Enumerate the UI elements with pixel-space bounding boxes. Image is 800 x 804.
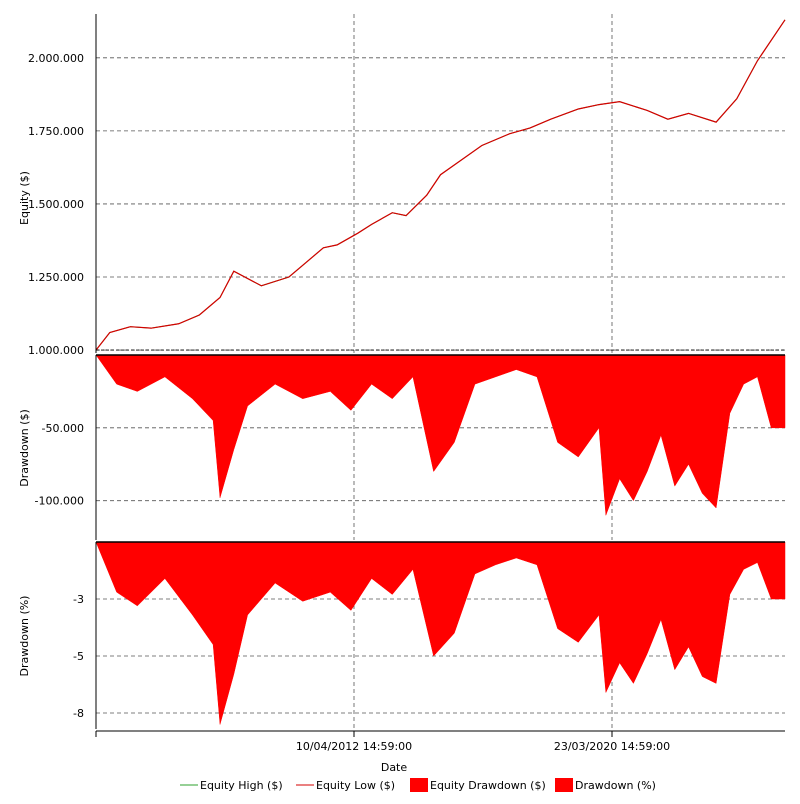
legend-item-equity-drawdown[interactable]: Equity Drawdown ($) bbox=[410, 778, 546, 792]
y-tick-label: -5 bbox=[73, 650, 84, 663]
equity-ylabel: Equity ($) bbox=[18, 171, 31, 225]
y-tick-label: 1.000.000 bbox=[28, 344, 84, 357]
legend-label: Drawdown (%) bbox=[575, 779, 656, 792]
y-tick-label: -8 bbox=[73, 707, 84, 720]
series-equity-low bbox=[95, 19, 786, 351]
y-tick-label: -50.000 bbox=[42, 422, 84, 435]
y-tick-label: -100.000 bbox=[35, 495, 84, 508]
drawdown-usd-ylabel: Drawdown ($) bbox=[18, 409, 31, 487]
y-tick-label: 1.750.000 bbox=[28, 125, 84, 138]
drawdown-pct-ylabel: Drawdown (%) bbox=[18, 596, 31, 677]
x-tick-label: 23/03/2020 14:59:00 bbox=[554, 740, 670, 753]
legend: Equity High ($) Equity Low ($) Equity Dr… bbox=[180, 778, 656, 792]
y-tick-label: -3 bbox=[73, 593, 84, 606]
legend-label: Equity High ($) bbox=[200, 779, 283, 792]
series-equity-drawdown bbox=[95, 354, 786, 516]
legend-item-drawdown-pct[interactable]: Drawdown (%) bbox=[555, 778, 656, 792]
legend-label: Equity Low ($) bbox=[316, 779, 395, 792]
x-axis-title: Date bbox=[381, 761, 408, 774]
legend-item-equity-low[interactable]: Equity Low ($) bbox=[296, 779, 395, 792]
y-tick-label: 1.250.000 bbox=[28, 271, 84, 284]
series-drawdown-pct bbox=[95, 541, 786, 725]
y-tick-label: 2.000.000 bbox=[28, 52, 84, 65]
legend-item-equity-high[interactable]: Equity High ($) bbox=[180, 779, 283, 792]
y-tick-label: 1.500.000 bbox=[28, 198, 84, 211]
x-tick-label: 10/04/2012 14:59:00 bbox=[296, 740, 412, 753]
legend-swatch bbox=[555, 778, 573, 792]
legend-swatch bbox=[410, 778, 428, 792]
legend-label: Equity Drawdown ($) bbox=[430, 779, 546, 792]
